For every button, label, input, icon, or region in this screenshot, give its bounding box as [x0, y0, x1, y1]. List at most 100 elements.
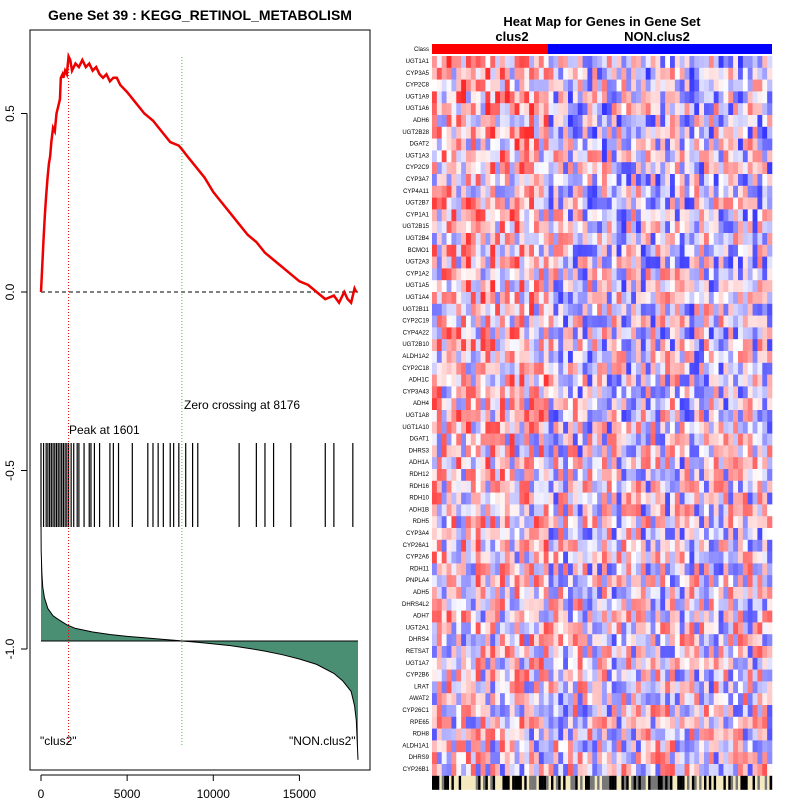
heatmap-cell: [670, 56, 676, 69]
heatmap-cell: [466, 764, 472, 777]
heatmap-cell: [640, 516, 647, 529]
heatmap-cell: [738, 244, 744, 257]
strip-cell: [696, 775, 700, 790]
heatmap-cell: [713, 67, 719, 80]
heatmap-cell: [451, 67, 457, 80]
heatmap-cell: [490, 56, 496, 69]
heatmap-cell: [757, 421, 763, 434]
heatmap-cell: [568, 528, 574, 541]
heatmap-cell: [738, 185, 744, 198]
heatmap-cell: [655, 764, 661, 777]
heatmap-cell: [636, 67, 642, 80]
heatmap-cell: [490, 185, 496, 198]
heatmap-cell: [538, 280, 545, 293]
heatmap-cell: [495, 622, 501, 635]
heatmap-cell: [752, 244, 758, 257]
heatmap-cell: [524, 646, 530, 659]
heatmap-cell: [611, 174, 617, 187]
heatmap-cell: [699, 410, 705, 423]
heatmap-cell: [762, 410, 768, 423]
heatmap-cell: [572, 433, 579, 446]
heatmap-cell: [519, 209, 525, 222]
heatmap-cell: [563, 256, 569, 269]
heatmap-cell: [699, 79, 705, 92]
heatmap-cell: [689, 91, 695, 104]
heatmap-cell: [432, 516, 438, 529]
heatmap-cell: [626, 528, 632, 541]
heatmap-cell: [684, 79, 690, 92]
heatmap-cell: [432, 504, 438, 517]
heatmap-cell: [670, 681, 676, 694]
heatmap-cell: [504, 598, 511, 611]
heatmap-cell: [441, 91, 447, 104]
heatmap-cell: [490, 563, 496, 576]
heatmap-cell: [694, 67, 700, 80]
heatmap-cell: [674, 138, 681, 151]
heatmap-cell: [689, 693, 695, 706]
heatmap-cell: [466, 115, 472, 128]
heatmap-cell: [500, 752, 506, 765]
heatmap-cell: [645, 398, 651, 411]
heatmap-cell: [553, 315, 559, 328]
heatmap-cell: [738, 575, 744, 588]
heatmap-cell: [640, 728, 647, 741]
heatmap-cell: [519, 244, 525, 257]
heatmap-cell: [674, 575, 681, 588]
heatmap-cell: [509, 292, 515, 305]
heatmap-cell: [582, 528, 588, 541]
heatmap-cell: [563, 197, 569, 210]
heatmap-cell: [456, 634, 462, 647]
heatmap-cell: [519, 339, 525, 352]
heatmap-cell: [611, 657, 617, 670]
heatmap-cell: [689, 516, 695, 529]
heatmap-cell: [660, 740, 666, 753]
heatmap-cell: [752, 374, 758, 387]
heatmap-cell: [645, 209, 651, 222]
gene-label: BCMO1: [408, 248, 430, 254]
heatmap-cell: [665, 622, 671, 635]
heatmap-cell: [543, 410, 549, 423]
heatmap-cell: [650, 528, 656, 541]
heatmap-cell: [674, 693, 681, 706]
heatmap-cell: [616, 197, 622, 210]
heatmap-cell: [485, 256, 491, 269]
heatmap-cell: [636, 209, 642, 222]
heatmap-cell: [446, 728, 452, 741]
heatmap-cell: [572, 56, 579, 69]
heatmap-cell: [582, 480, 588, 493]
heatmap-cell: [504, 315, 511, 328]
heatmap-cell: [451, 492, 457, 505]
heatmap-cell: [660, 528, 666, 541]
heatmap-cell: [645, 303, 651, 316]
gene-label: CYP2B6: [406, 673, 430, 679]
heatmap-cell: [699, 67, 705, 80]
heatmap-cell: [611, 492, 617, 505]
heatmap-cell: [655, 292, 661, 305]
heatmap-cell: [597, 268, 603, 281]
heatmap-cell: [504, 492, 511, 505]
heatmap-cell: [670, 504, 676, 517]
heatmap-cell: [553, 575, 559, 588]
heatmap-cell: [631, 492, 637, 505]
heatmap-cell: [689, 327, 695, 340]
heatmap-cell: [582, 244, 588, 257]
heatmap-cell: [611, 575, 617, 588]
heatmap-cell: [747, 587, 753, 600]
heatmap-cell: [500, 492, 506, 505]
heatmap-cell: [466, 410, 472, 423]
heatmap-cell: [543, 528, 549, 541]
heatmap-cell: [674, 115, 681, 128]
heatmap-cell: [441, 197, 447, 210]
heatmap-cell: [446, 539, 452, 552]
heatmap-cell: [441, 752, 447, 765]
heatmap-cell: [529, 244, 535, 257]
heatmap-cell: [747, 185, 753, 198]
heatmap-cell: [514, 563, 520, 576]
heatmap-cell: [611, 410, 617, 423]
heatmap-cell: [747, 303, 753, 316]
heatmap-cell: [558, 457, 564, 470]
heatmap-cell: [597, 256, 603, 269]
heatmap-cell: [538, 646, 545, 659]
heatmap-cell: [587, 185, 593, 198]
heatmap-cell: [582, 752, 588, 765]
